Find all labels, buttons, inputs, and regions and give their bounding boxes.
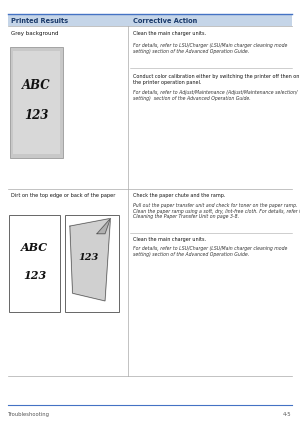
Text: 123: 123 <box>24 109 49 122</box>
Bar <box>9 215 60 312</box>
Text: Pull out the paper transfer unit and check for toner on the paper ramp.
Clean th: Pull out the paper transfer unit and che… <box>133 203 300 219</box>
Bar <box>10 47 63 158</box>
Text: For details, refer to LSU/Charger (LSU/Main charger cleaning mode
setting) secti: For details, refer to LSU/Charger (LSU/M… <box>133 246 287 257</box>
Text: For details, refer to LSU/Charger (LSU/Main charger cleaning mode
setting) secti: For details, refer to LSU/Charger (LSU/M… <box>133 43 287 54</box>
Text: Check the paper chute and the ramp.: Check the paper chute and the ramp. <box>133 193 225 198</box>
Text: 123: 123 <box>23 270 46 281</box>
Text: Clean the main charger units.: Clean the main charger units. <box>133 31 206 36</box>
Text: Troubleshooting: Troubleshooting <box>8 412 50 417</box>
Bar <box>64 215 118 312</box>
Text: 123: 123 <box>78 252 99 262</box>
Text: Conduct color calibration either by switching the printer off then on or using
t: Conduct color calibration either by swit… <box>133 74 300 85</box>
Text: Dirt on the top edge or back of the paper: Dirt on the top edge or back of the pape… <box>11 193 116 198</box>
Bar <box>8 15 292 26</box>
Text: Corrective Action: Corrective Action <box>133 17 197 24</box>
Text: Grey background: Grey background <box>11 31 59 36</box>
Text: 4-5: 4-5 <box>283 412 292 417</box>
Text: For details, refer to Adjust/Maintenance (Adjust/Maintenance selection/
setting): For details, refer to Adjust/Maintenance… <box>133 90 297 101</box>
Polygon shape <box>70 218 110 301</box>
Text: ABC: ABC <box>22 79 51 92</box>
Bar <box>13 51 60 154</box>
Polygon shape <box>97 218 110 234</box>
Text: Clean the main charger units.: Clean the main charger units. <box>133 237 206 242</box>
Text: ABC: ABC <box>21 242 48 253</box>
Text: Printed Results: Printed Results <box>11 17 68 24</box>
